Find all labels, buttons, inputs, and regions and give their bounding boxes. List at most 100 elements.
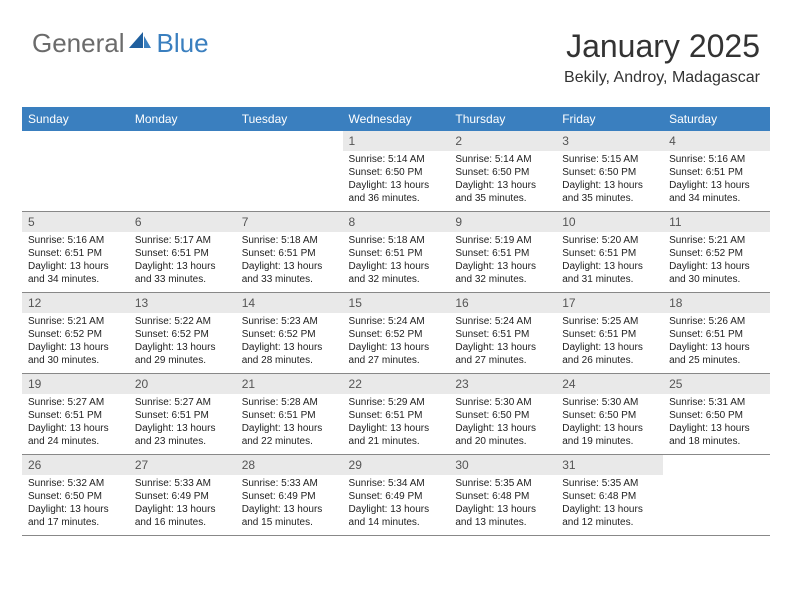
- day-content: Sunrise: 5:21 AMSunset: 6:52 PMDaylight:…: [22, 313, 129, 373]
- daylight-label: Daylight:: [349, 342, 388, 353]
- dow-thursday: Thursday: [449, 107, 556, 131]
- daylight-label: Daylight:: [669, 261, 708, 272]
- sunrise-value: 5:14 AM: [495, 154, 532, 165]
- day-content: Sunrise: 5:14 AMSunset: 6:50 PMDaylight:…: [343, 151, 450, 211]
- sunrise-label: Sunrise:: [135, 478, 172, 489]
- day-cell: 27Sunrise: 5:33 AMSunset: 6:49 PMDayligh…: [129, 455, 236, 536]
- sunset-label: Sunset:: [28, 410, 62, 421]
- day-cell: 9Sunrise: 5:19 AMSunset: 6:51 PMDaylight…: [449, 212, 556, 293]
- sunrise-label: Sunrise:: [669, 235, 706, 246]
- sunset-value: 6:51 PM: [599, 248, 636, 259]
- sunset-label: Sunset:: [349, 410, 383, 421]
- sunset-label: Sunset:: [455, 167, 489, 178]
- title-block: January 2025 Bekily, Androy, Madagascar: [564, 28, 760, 87]
- week-row: 1Sunrise: 5:14 AMSunset: 6:50 PMDaylight…: [22, 131, 770, 212]
- day-number: [22, 131, 129, 151]
- day-cell: 25Sunrise: 5:31 AMSunset: 6:50 PMDayligh…: [663, 374, 770, 455]
- sunrise-label: Sunrise:: [28, 316, 65, 327]
- sunset-label: Sunset:: [455, 491, 489, 502]
- sunset-label: Sunset:: [242, 410, 276, 421]
- day-cell: 26Sunrise: 5:32 AMSunset: 6:50 PMDayligh…: [22, 455, 129, 536]
- day-number: 16: [449, 293, 556, 313]
- sunrise-value: 5:25 AM: [602, 316, 639, 327]
- day-cell: 11Sunrise: 5:21 AMSunset: 6:52 PMDayligh…: [663, 212, 770, 293]
- sunrise-label: Sunrise:: [349, 154, 386, 165]
- day-number: 10: [556, 212, 663, 232]
- week-row: 5Sunrise: 5:16 AMSunset: 6:51 PMDaylight…: [22, 212, 770, 293]
- sunrise-value: 5:29 AM: [388, 397, 425, 408]
- day-number: 12: [22, 293, 129, 313]
- daylight-label: Daylight:: [562, 342, 601, 353]
- sunrise-value: 5:21 AM: [67, 316, 104, 327]
- sunset-value: 6:51 PM: [706, 167, 743, 178]
- header: General Blue January 2025 Bekily, Androy…: [0, 0, 792, 95]
- daylight-label: Daylight:: [455, 423, 494, 434]
- day-number: 2: [449, 131, 556, 151]
- sunrise-value: 5:35 AM: [602, 478, 639, 489]
- sunset-label: Sunset:: [455, 248, 489, 259]
- sunset-value: 6:51 PM: [385, 410, 422, 421]
- day-number: 7: [236, 212, 343, 232]
- sunrise-value: 5:27 AM: [174, 397, 211, 408]
- daylight-label: Daylight:: [455, 342, 494, 353]
- day-content: Sunrise: 5:30 AMSunset: 6:50 PMDaylight:…: [449, 394, 556, 454]
- dow-wednesday: Wednesday: [343, 107, 450, 131]
- day-content: Sunrise: 5:35 AMSunset: 6:48 PMDaylight:…: [449, 475, 556, 535]
- sunset-value: 6:50 PM: [492, 167, 529, 178]
- sunset-label: Sunset:: [242, 248, 276, 259]
- sunset-label: Sunset:: [669, 410, 703, 421]
- daylight-label: Daylight:: [349, 180, 388, 191]
- dow-sunday: Sunday: [22, 107, 129, 131]
- day-number: 26: [22, 455, 129, 475]
- day-number: 22: [343, 374, 450, 394]
- sunrise-value: 5:23 AM: [281, 316, 318, 327]
- day-content: Sunrise: 5:26 AMSunset: 6:51 PMDaylight:…: [663, 313, 770, 373]
- month-title: January 2025: [564, 28, 760, 65]
- calendar-table: Sunday Monday Tuesday Wednesday Thursday…: [22, 107, 770, 536]
- sunrise-label: Sunrise:: [349, 316, 386, 327]
- sunrise-label: Sunrise:: [455, 154, 492, 165]
- sunrise-label: Sunrise:: [455, 397, 492, 408]
- day-content: Sunrise: 5:30 AMSunset: 6:50 PMDaylight:…: [556, 394, 663, 454]
- day-cell: 7Sunrise: 5:18 AMSunset: 6:51 PMDaylight…: [236, 212, 343, 293]
- sunset-label: Sunset:: [562, 491, 596, 502]
- sunrise-label: Sunrise:: [562, 397, 599, 408]
- day-number: 21: [236, 374, 343, 394]
- sunrise-value: 5:16 AM: [709, 154, 746, 165]
- sunset-value: 6:52 PM: [278, 329, 315, 340]
- day-cell: 13Sunrise: 5:22 AMSunset: 6:52 PMDayligh…: [129, 293, 236, 374]
- sunset-value: 6:50 PM: [599, 410, 636, 421]
- day-cell: 22Sunrise: 5:29 AMSunset: 6:51 PMDayligh…: [343, 374, 450, 455]
- sunrise-label: Sunrise:: [349, 397, 386, 408]
- day-number: 18: [663, 293, 770, 313]
- sunset-label: Sunset:: [562, 167, 596, 178]
- day-content: Sunrise: 5:32 AMSunset: 6:50 PMDaylight:…: [22, 475, 129, 535]
- daylight-label: Daylight:: [669, 180, 708, 191]
- day-number: 11: [663, 212, 770, 232]
- sunrise-label: Sunrise:: [135, 397, 172, 408]
- sunset-value: 6:50 PM: [492, 410, 529, 421]
- daylight-label: Daylight:: [242, 342, 281, 353]
- day-content: Sunrise: 5:33 AMSunset: 6:49 PMDaylight:…: [129, 475, 236, 535]
- dow-tuesday: Tuesday: [236, 107, 343, 131]
- sunrise-label: Sunrise:: [242, 478, 279, 489]
- sunrise-value: 5:18 AM: [388, 235, 425, 246]
- daylight-label: Daylight:: [135, 504, 174, 515]
- sunset-value: 6:52 PM: [385, 329, 422, 340]
- day-content: [22, 151, 129, 199]
- sunrise-value: 5:26 AM: [709, 316, 746, 327]
- day-number: 31: [556, 455, 663, 475]
- sunrise-label: Sunrise:: [135, 316, 172, 327]
- sunrise-value: 5:16 AM: [67, 235, 104, 246]
- day-cell: 18Sunrise: 5:26 AMSunset: 6:51 PMDayligh…: [663, 293, 770, 374]
- sunset-label: Sunset:: [455, 329, 489, 340]
- day-number: 3: [556, 131, 663, 151]
- day-cell: 28Sunrise: 5:33 AMSunset: 6:49 PMDayligh…: [236, 455, 343, 536]
- day-cell: 29Sunrise: 5:34 AMSunset: 6:49 PMDayligh…: [343, 455, 450, 536]
- daylight-label: Daylight:: [135, 423, 174, 434]
- day-cell: 31Sunrise: 5:35 AMSunset: 6:48 PMDayligh…: [556, 455, 663, 536]
- day-content: Sunrise: 5:23 AMSunset: 6:52 PMDaylight:…: [236, 313, 343, 373]
- day-number: [236, 131, 343, 151]
- sunrise-label: Sunrise:: [349, 235, 386, 246]
- sunset-value: 6:51 PM: [65, 248, 102, 259]
